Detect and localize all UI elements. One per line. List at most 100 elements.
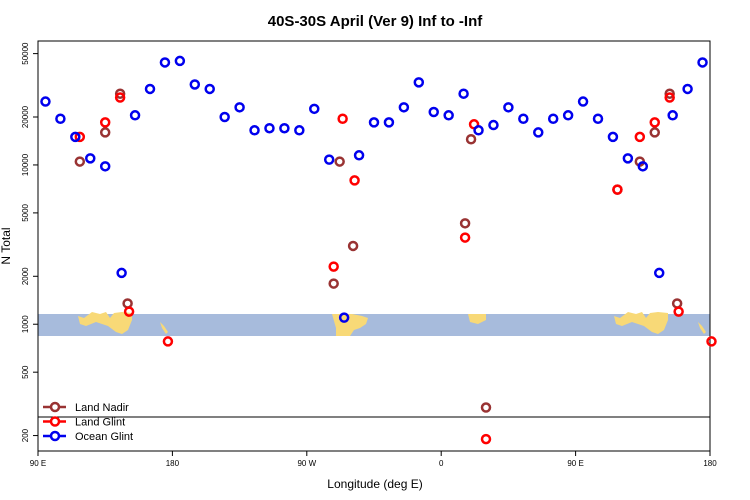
- data-point: [99, 117, 111, 128]
- data-point: [682, 83, 693, 95]
- plot-frame: [37, 40, 711, 452]
- x-tick-label: 90 E: [567, 459, 583, 468]
- data-point: [234, 102, 245, 113]
- land-newzealand-right: [698, 322, 706, 334]
- x-tick-label: 180: [166, 459, 180, 468]
- data-point: [413, 77, 425, 88]
- data-point: [667, 110, 678, 121]
- data-point: [518, 113, 529, 124]
- data-point: [162, 336, 174, 347]
- data-point: [664, 92, 675, 103]
- y-axis: 200 500 1000 2000 5000 10000 20000 50000: [21, 42, 38, 442]
- legend-item: Land Nadir: [43, 401, 129, 414]
- data-point: [323, 154, 335, 165]
- data-point: [480, 402, 492, 413]
- data-point: [459, 218, 471, 229]
- data-point: [398, 102, 410, 113]
- x-tick-label: 90 W: [297, 459, 316, 468]
- data-point: [488, 119, 499, 131]
- data-point: [458, 88, 469, 99]
- legend-label: Ocean Glint: [75, 431, 133, 443]
- series-land-glint: [74, 92, 717, 445]
- land-strip: [38, 312, 710, 336]
- data-point: [353, 150, 365, 161]
- legend-marker: [49, 416, 61, 427]
- data-point: [328, 278, 339, 289]
- land-australia-left: [78, 312, 132, 334]
- data-point: [653, 267, 665, 279]
- data-point: [129, 110, 141, 121]
- data-point: [503, 102, 514, 113]
- data-point: [337, 113, 348, 124]
- data-point: [562, 110, 574, 121]
- y-tick-label: 20000: [21, 105, 30, 128]
- data-point: [459, 232, 471, 243]
- data-point: [328, 261, 339, 272]
- data-point: [592, 113, 604, 124]
- data-point: [264, 122, 275, 134]
- data-point: [465, 133, 477, 145]
- y-tick-label: 500: [21, 365, 30, 379]
- series-land-nadir: [74, 88, 683, 413]
- data-point: [309, 103, 320, 115]
- series-ocean-glint: [40, 55, 708, 323]
- legend-item: Ocean Glint: [43, 430, 133, 443]
- data-point: [480, 433, 492, 445]
- data-point: [697, 57, 708, 68]
- data-point: [116, 267, 127, 279]
- data-point: [443, 110, 454, 121]
- data-point: [70, 131, 81, 143]
- data-point: [533, 127, 544, 138]
- data-point: [349, 175, 360, 186]
- y-tick-label: 50000: [21, 42, 30, 65]
- data-point: [612, 184, 623, 195]
- data-point: [664, 88, 675, 99]
- data-point: [649, 117, 660, 128]
- y-tick-label: 200: [21, 428, 30, 442]
- legend: Land Nadir Land Glint Ocean Glint: [43, 401, 133, 443]
- data-point: [159, 57, 171, 68]
- y-axis-label: N Total: [0, 227, 13, 264]
- x-axis: 90 E 180 90 W 0 90 E 180: [30, 451, 717, 468]
- data-points: [40, 55, 717, 445]
- y-tick-label: 1000: [21, 315, 30, 333]
- data-point: [174, 55, 186, 67]
- data-point: [144, 83, 156, 95]
- legend-label: Land Nadir: [75, 402, 129, 414]
- x-tick-label: 90 E: [30, 459, 46, 468]
- data-point: [74, 156, 86, 167]
- data-point: [428, 106, 439, 118]
- data-point: [577, 96, 589, 107]
- data-point: [40, 96, 51, 107]
- land-australia-right: [614, 312, 668, 334]
- data-point: [249, 125, 260, 136]
- data-point: [55, 113, 66, 124]
- data-point: [622, 153, 634, 164]
- ocean-band: [38, 314, 710, 336]
- land-newzealand-left: [160, 322, 168, 334]
- data-point: [368, 117, 380, 128]
- data-point: [473, 125, 484, 136]
- data-point: [279, 122, 290, 134]
- data-point: [85, 153, 96, 164]
- data-point: [383, 117, 395, 128]
- data-point: [637, 161, 649, 172]
- data-point: [338, 312, 350, 323]
- y-tick-label: 2000: [21, 267, 30, 285]
- data-point: [634, 131, 646, 143]
- data-point: [673, 306, 684, 317]
- data-point: [114, 88, 126, 99]
- data-point: [99, 127, 111, 138]
- data-point: [122, 298, 133, 309]
- land-africa: [468, 314, 486, 324]
- data-point: [74, 131, 86, 143]
- data-point: [204, 83, 215, 95]
- legend-marker: [49, 401, 61, 413]
- data-point: [294, 125, 305, 136]
- data-point: [547, 113, 559, 124]
- x-tick-label: 0: [439, 459, 444, 468]
- x-axis-label: Longitude (deg E): [327, 477, 422, 491]
- data-point: [347, 240, 359, 252]
- data-point: [123, 306, 135, 317]
